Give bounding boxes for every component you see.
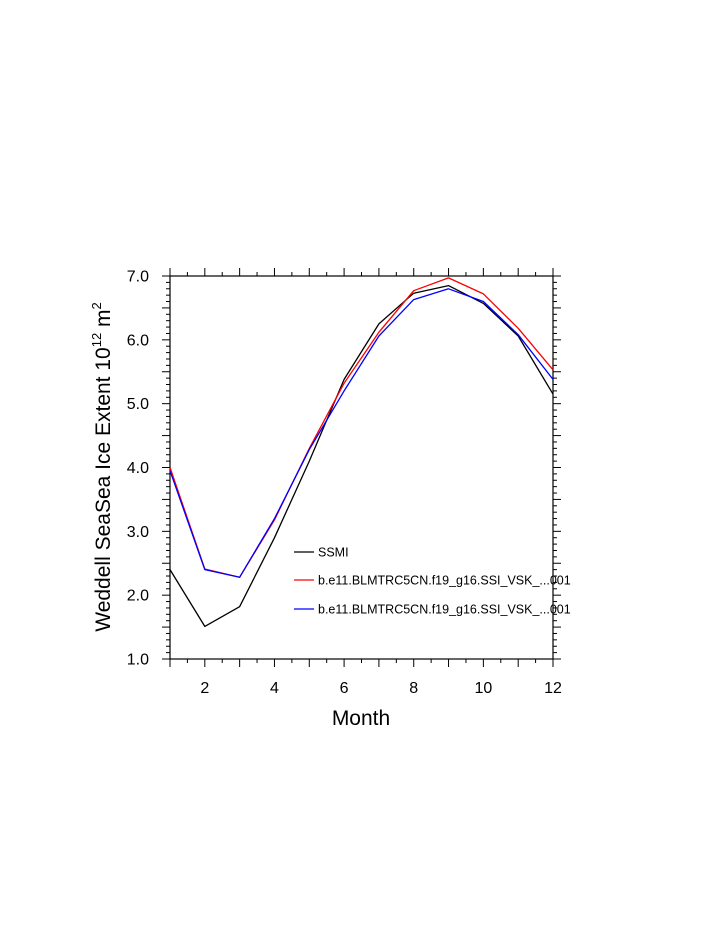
legend: SSMI b.e11.BLMTRC5CN.f19_g16.SSI_VSK_...0… (294, 546, 571, 617)
y-axis-title-main: Weddell SeaSea Ice Extent 10 (92, 347, 115, 631)
series-line-3 (169, 288, 554, 578)
y-tick-label: 2.0 (127, 588, 149, 605)
y-tick-label: 4.0 (127, 460, 149, 477)
y-tick-label: 3.0 (127, 524, 149, 541)
y-axis-title-unit-exponent: 2 (89, 302, 104, 309)
legend-label: b.e11.BLMTRC5CN.f19_g16.SSI_VSK_...001 (318, 574, 571, 588)
x-tick-label: 2 (200, 680, 209, 697)
x-tick-label: 12 (544, 680, 562, 697)
x-tick-label: 4 (270, 680, 279, 697)
axis-tick-labels: 2 4 6 8 10 12 1.0 2.0 3.0 4.0 5.0 6.0 7.0 (127, 269, 562, 698)
axis-ticks (162, 268, 561, 667)
x-tick-label: 10 (474, 680, 492, 697)
y-tick-label: 5.0 (127, 396, 149, 413)
series-lines (169, 277, 554, 628)
legend-label: SSMI (318, 546, 349, 560)
y-axis-title: Weddell SeaSea Ice Extent 1012 m2 (89, 302, 115, 632)
y-axis-title-exponent: 12 (89, 333, 104, 347)
y-tick-label: 7.0 (127, 269, 149, 286)
y-tick-label: 1.0 (127, 652, 149, 669)
x-axis-title: Month (332, 707, 390, 730)
y-axis-title-unit: m (92, 309, 115, 332)
x-tick-label: 6 (340, 680, 349, 697)
series-line-1 (169, 284, 554, 628)
series-line-2 (169, 277, 554, 578)
y-tick-label: 6.0 (127, 332, 149, 349)
legend-label: b.e11.BLMTRC5CN.f19_g16.SSI_VSK_...001 (318, 603, 571, 617)
x-tick-label: 8 (409, 680, 418, 697)
